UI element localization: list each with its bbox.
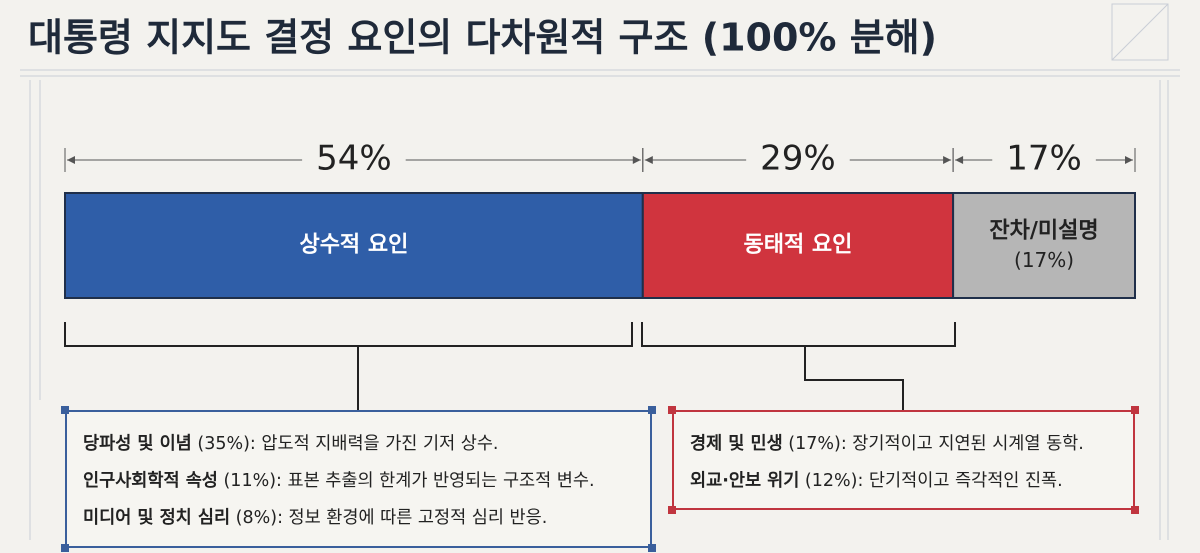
annotation-detail: (12%): 단기적이고 즉각적인 진폭. <box>804 471 1063 491</box>
blueprint-lines <box>20 3 1180 540</box>
box-corner <box>1131 506 1139 514</box>
annotation-box: 경제 및 민생 (17%): 장기적이고 지연된 시계열 동학. 외교·안보 위기… <box>672 410 1135 510</box>
annotation-item: 외교·안보 위기 (12%): 단기적이고 즉각적인 진폭. <box>690 463 1133 500</box>
box-corner <box>668 506 676 514</box>
annotation-item: 미디어 및 정치 심리 (8%): 정보 환경에 따른 고정적 심리 반응. <box>83 500 650 537</box>
box-corner <box>61 406 69 414</box>
box-corner <box>668 406 676 414</box>
bar-segment <box>641 192 955 299</box>
annotation-item: 경제 및 민생 (17%): 장기적이고 지연된 시계열 동학. <box>690 426 1133 463</box>
bar-segment <box>64 192 644 299</box>
bar-segment <box>952 192 1136 299</box>
bracket <box>64 322 633 347</box>
annotation-term: 인구사회학적 속성 <box>83 471 218 491</box>
annotation-term: 외교·안보 위기 <box>690 471 800 491</box>
connector <box>804 346 904 410</box>
segment-sublabel: (17%) <box>1014 248 1074 272</box>
bracket <box>641 322 956 347</box>
segment-label: 잔차/미설명 <box>989 219 1098 244</box>
arrow-head <box>644 156 653 164</box>
chart-title: 대통령 지지도 결정 요인의 다차원적 구조 (100% 분해) <box>28 16 937 60</box>
segment-label: 동태적 요인 <box>744 233 853 258</box>
annotation-detail: (8%): 정보 환경에 따른 고정적 심리 반응. <box>235 508 548 528</box>
value-label: 29% <box>760 139 836 179</box>
box-corner <box>61 544 69 552</box>
annotation-term: 경제 및 민생 <box>690 434 783 454</box>
annotation-detail: (35%): 압도적 지배력을 가진 기저 상수. <box>197 434 499 454</box>
arrow-head <box>955 156 964 164</box>
arrow-head <box>943 156 952 164</box>
annotation-item: 당파성 및 이념 (35%): 압도적 지배력을 가진 기저 상수. <box>83 426 650 463</box>
value-label: 54% <box>316 139 392 179</box>
annotation-item: 인구사회학적 속성 (11%): 표본 추출의 한계가 반영되는 구조적 변수. <box>83 463 650 500</box>
box-corner <box>648 406 656 414</box>
segment-label: 상수적 요인 <box>299 233 408 258</box>
annotation-term: 미디어 및 정치 심리 <box>83 508 231 528</box>
annotation-term: 당파성 및 이념 <box>83 434 192 454</box>
arrow-head <box>67 156 75 164</box>
annotation-detail: (17%): 장기적이고 지연된 시계열 동학. <box>788 434 1084 454</box>
arrow-head <box>632 156 641 164</box>
box-corner <box>1131 406 1139 414</box>
value-label: 17% <box>1006 139 1082 179</box>
annotation-detail: (11%): 표본 추출의 한계가 반영되는 구조적 변수. <box>223 471 595 491</box>
annotation-box: 당파성 및 이념 (35%): 압도적 지배력을 가진 기저 상수. 인구사회학적… <box>65 410 652 548</box>
arrow-head <box>1125 156 1133 164</box>
box-corner <box>648 544 656 552</box>
